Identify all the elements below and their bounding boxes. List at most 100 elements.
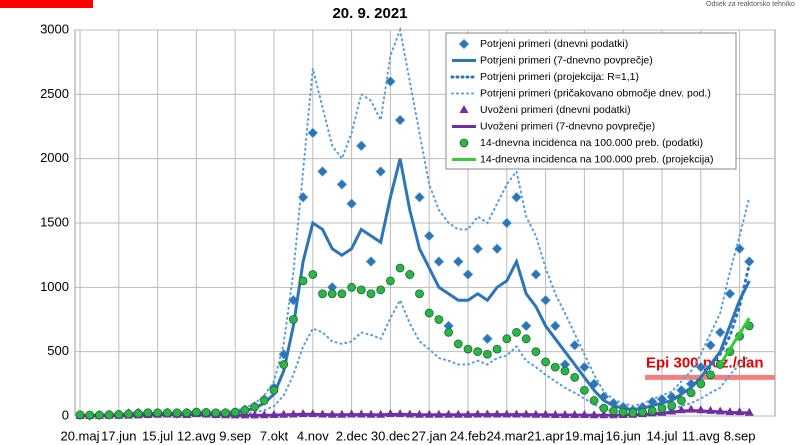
x-tick-label: 27.jan xyxy=(411,428,446,443)
circle-point xyxy=(182,408,192,418)
circle-point xyxy=(560,366,570,376)
y-tick-label: 1000 xyxy=(40,279,69,294)
circle-point xyxy=(570,372,580,382)
circle-point xyxy=(347,282,357,292)
triangle-point xyxy=(459,105,469,113)
x-tick-label: 11.avg xyxy=(682,428,720,443)
diamond-point xyxy=(375,166,387,177)
diamond-point xyxy=(297,191,309,203)
legend-label: 14-dnevna incidenca na 100.000 preb. (pr… xyxy=(480,153,714,165)
circle-point xyxy=(240,405,250,415)
circle-point xyxy=(482,349,492,359)
circle-point xyxy=(434,315,444,324)
diamond-point xyxy=(549,320,561,332)
x-tick-label: 15.jul xyxy=(142,428,173,443)
y-tick-label: 0 xyxy=(62,407,69,422)
circle-point xyxy=(366,289,376,299)
diamond-point xyxy=(511,191,522,203)
circle-point xyxy=(609,406,618,416)
diamond-point xyxy=(578,361,590,373)
diamond-point xyxy=(734,243,746,255)
header-bar xyxy=(0,0,93,8)
diamond-point xyxy=(414,191,425,203)
circle-point xyxy=(686,388,696,398)
diamond-point xyxy=(540,294,552,306)
x-tick-label: 8.sep xyxy=(724,428,756,443)
range-line xyxy=(79,26,751,416)
circle-point xyxy=(298,276,308,286)
diamond-point xyxy=(307,127,319,139)
diamond-point xyxy=(472,243,484,255)
circle-point xyxy=(405,270,415,279)
legend-box xyxy=(445,32,737,170)
legend-label: Potrjeni primeri (projekcija: R=1,1) xyxy=(480,71,639,83)
circle-point xyxy=(191,407,201,417)
circle-point xyxy=(395,263,405,273)
series-line xyxy=(80,158,751,417)
x-tick-label: 24.feb xyxy=(450,428,486,443)
circle-point xyxy=(143,408,153,418)
circle-point xyxy=(376,285,386,295)
circle-point xyxy=(124,409,133,419)
diamond-point xyxy=(458,38,470,50)
circle-point xyxy=(492,344,502,354)
circle-point xyxy=(356,285,366,295)
circle-point xyxy=(153,408,163,418)
circle-point xyxy=(250,402,260,412)
circle-point xyxy=(647,406,657,416)
diamond-point xyxy=(724,288,736,300)
diamond-point xyxy=(394,114,406,126)
logo-text: Odsek za reaktorsko tehniko xyxy=(706,1,795,8)
circle-point xyxy=(667,401,677,411)
x-tick-label: 14.jul xyxy=(646,428,677,443)
diamond-point xyxy=(346,198,358,210)
diamond-point xyxy=(743,256,755,268)
circle-point xyxy=(211,408,221,418)
x-tick-label: 12.avg xyxy=(177,428,216,443)
circle-point xyxy=(279,360,289,369)
x-tick-label: 24.mar xyxy=(487,428,528,443)
circle-point xyxy=(473,347,483,357)
legend-label: Potrjeni primeri (7-dnevno povprečje) xyxy=(480,54,653,66)
diamond-point xyxy=(365,256,377,268)
diamond-point xyxy=(452,256,464,268)
y-tick-label: 1500 xyxy=(40,214,69,229)
legend: Potrjeni primeri (dnevni podatki) Potrjen… xyxy=(445,32,737,170)
legend-label: 14-dnevna incidenca na 100.000 preb. (po… xyxy=(480,137,703,149)
circle-point xyxy=(453,339,463,349)
circle-point xyxy=(628,408,638,418)
x-tick-label: 17.jun xyxy=(101,428,136,443)
diamond-point xyxy=(384,76,396,87)
circle-point xyxy=(269,385,279,395)
circle-point xyxy=(706,370,715,380)
x-tick-label: 16.jun xyxy=(605,428,640,443)
circle-point xyxy=(221,408,230,418)
circle-point xyxy=(95,410,104,420)
legend-label: Potrjeni primeri (dnevni podatki) xyxy=(480,38,628,50)
y-tick-label: 500 xyxy=(47,343,69,358)
diamond-point xyxy=(433,256,445,268)
diamond-point xyxy=(530,269,542,280)
diamond-point xyxy=(336,178,348,190)
circle-point xyxy=(230,407,240,417)
x-tick-label: 7.okt xyxy=(260,428,289,443)
circle-point xyxy=(318,289,327,299)
x-tick-label: 4.nov xyxy=(297,428,329,443)
y-tick-label: 2000 xyxy=(40,150,69,165)
circle-point xyxy=(580,385,589,395)
diamond-point xyxy=(462,269,474,280)
circle-point xyxy=(677,396,686,405)
circle-point xyxy=(104,410,114,420)
diamond-point xyxy=(569,339,581,351)
legend-label: Uvoženi primeri (dnevni podatki) xyxy=(480,104,631,116)
circle-point xyxy=(463,344,473,354)
y-tick-label: 2500 xyxy=(40,86,69,101)
diamond-point xyxy=(491,243,503,255)
circle-point xyxy=(444,327,454,337)
circle-point xyxy=(550,362,560,372)
circle-point xyxy=(415,289,424,299)
circle-point xyxy=(85,410,95,420)
circle-point xyxy=(133,409,143,418)
circle-point xyxy=(589,396,599,405)
